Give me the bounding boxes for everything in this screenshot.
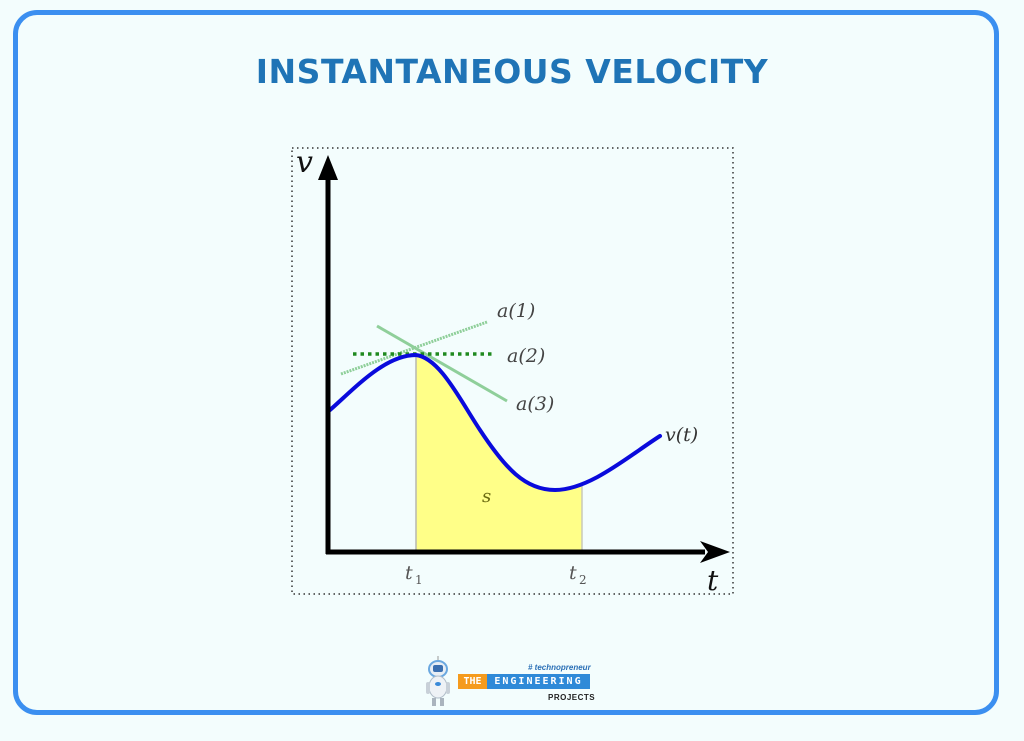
area-label: s — [482, 486, 491, 507]
brand-logo: # technopreneur THE ENGINEERING PROJECTS — [420, 654, 600, 710]
logo-word-projects: PROJECTS — [548, 693, 596, 702]
tangent-a3 — [376, 324, 508, 403]
velocity-curve — [328, 352, 662, 493]
t1-subscript: 1 — [415, 573, 423, 587]
tangent-a2-label: a(2) — [507, 345, 545, 367]
tangent-a3-label: a(3) — [516, 393, 554, 415]
card-frame — [13, 10, 999, 715]
x-axis-arrow-icon — [700, 541, 730, 563]
t2-label: t — [569, 562, 577, 584]
y-axis-arrow-icon — [318, 155, 338, 180]
page-title: INSTANTANEOUS VELOCITY — [255, 52, 769, 91]
y-axis-label: v — [296, 145, 313, 180]
logo-word-engineering: ENGINEERING — [487, 674, 590, 689]
diagram-border — [291, 147, 734, 595]
x-axis-label: t — [707, 564, 719, 597]
curve-label: v(t) — [665, 424, 698, 446]
tangent-a1-label: a(1) — [497, 300, 535, 322]
logo-word-the: THE — [458, 674, 487, 689]
t2-subscript: 2 — [579, 573, 587, 587]
logo-tagline: # technopreneur — [528, 663, 591, 672]
area-under-curve — [416, 355, 582, 552]
tangent-a1 — [340, 320, 488, 376]
robot-mascot-icon — [426, 656, 450, 706]
t1-label: t — [405, 562, 413, 584]
